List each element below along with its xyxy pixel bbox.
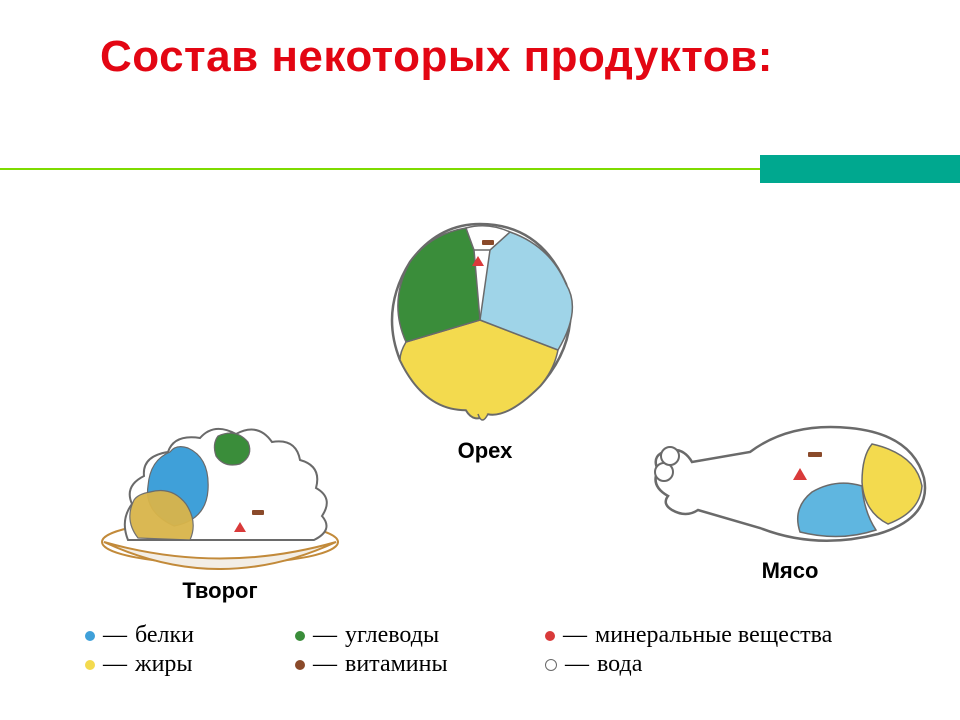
legend-item-protein: — белки bbox=[85, 622, 295, 649]
legend-dash: — bbox=[103, 651, 127, 678]
legend-label-protein: белки bbox=[135, 622, 194, 649]
legend-dash: — bbox=[313, 651, 337, 678]
food-myaso-label: Мясо bbox=[640, 558, 940, 584]
legend: —белки—углеводы—минеральные вещества—жир… bbox=[85, 622, 905, 680]
fat-marker-icon bbox=[85, 660, 95, 670]
orekh-diagram bbox=[370, 210, 590, 430]
legend-dash: — bbox=[103, 622, 127, 649]
legend-dash: — bbox=[563, 622, 587, 649]
slide: Состав некоторых продуктов: Творог bbox=[0, 0, 960, 720]
food-orekh: Орех bbox=[370, 210, 600, 464]
legend-label-carb: углеводы bbox=[345, 622, 439, 649]
legend-item-water: — вода bbox=[545, 651, 885, 678]
legend-item-carb: — углеводы bbox=[295, 622, 545, 649]
food-tvorog-label: Творог bbox=[90, 578, 350, 604]
legend-label-fat: жиры bbox=[135, 651, 193, 678]
vitamin-marker-icon bbox=[295, 660, 305, 670]
slide-title: Состав некоторых продуктов: bbox=[100, 32, 880, 83]
carb-marker-icon bbox=[295, 631, 305, 641]
mineral-marker-icon bbox=[545, 631, 555, 641]
food-tvorog: Творог bbox=[90, 400, 350, 604]
food-myaso: Мясо bbox=[640, 400, 940, 584]
legend-row: — жиры — витамины — вода bbox=[85, 651, 905, 678]
legend-item-fat: — жиры bbox=[85, 651, 295, 678]
protein-marker-icon bbox=[85, 631, 95, 641]
legend-row: — белки — углеводы — минеральные вещества bbox=[85, 622, 905, 649]
legend-label-mineral: минеральные вещества bbox=[595, 622, 832, 649]
legend-label-water: вода bbox=[597, 651, 642, 678]
food-orekh-label: Орех bbox=[370, 438, 600, 464]
legend-label-vitamin: витамины bbox=[345, 651, 448, 678]
divider-thick bbox=[760, 155, 960, 183]
legend-dash: — bbox=[565, 651, 589, 678]
myaso-diagram bbox=[640, 400, 940, 550]
tvorog-diagram bbox=[90, 400, 350, 570]
legend-dash: — bbox=[313, 622, 337, 649]
legend-item-vitamin: — витамины bbox=[295, 651, 545, 678]
water-marker-icon bbox=[545, 659, 557, 671]
legend-item-mineral: — минеральные вещества bbox=[545, 622, 885, 649]
